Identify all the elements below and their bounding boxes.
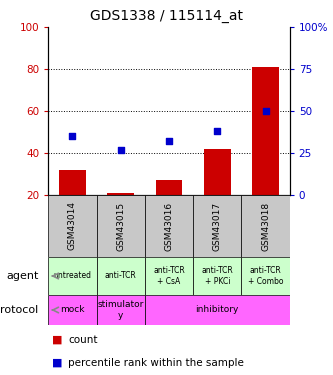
Text: mock: mock bbox=[60, 306, 85, 315]
Point bbox=[118, 147, 123, 153]
Bar bbox=[241, 195, 290, 257]
Bar bbox=[108, 193, 134, 195]
Text: ■: ■ bbox=[52, 335, 62, 345]
Bar bbox=[145, 295, 290, 325]
Bar bbox=[48, 195, 97, 257]
Text: stimulator
y: stimulator y bbox=[98, 300, 144, 320]
Bar bbox=[193, 257, 241, 295]
Text: GSM43017: GSM43017 bbox=[213, 201, 222, 250]
Point bbox=[214, 128, 220, 134]
Text: GSM43016: GSM43016 bbox=[165, 201, 173, 250]
Bar bbox=[193, 195, 241, 257]
Text: anti-TCR
+ CsA: anti-TCR + CsA bbox=[153, 266, 185, 286]
Bar bbox=[48, 257, 97, 295]
Text: GSM43018: GSM43018 bbox=[261, 201, 270, 250]
Bar bbox=[156, 180, 182, 195]
Bar bbox=[241, 257, 290, 295]
Text: inhibitory: inhibitory bbox=[195, 306, 239, 315]
Point bbox=[70, 133, 75, 139]
Bar bbox=[252, 67, 279, 195]
Text: GSM43014: GSM43014 bbox=[68, 201, 77, 250]
Bar bbox=[48, 295, 97, 325]
Text: ■: ■ bbox=[52, 357, 62, 368]
Bar bbox=[97, 295, 145, 325]
Bar bbox=[59, 170, 86, 195]
Bar bbox=[145, 195, 193, 257]
Text: anti-TCR
+ PKCi: anti-TCR + PKCi bbox=[201, 266, 233, 286]
Text: GDS1338 / 115114_at: GDS1338 / 115114_at bbox=[90, 9, 243, 23]
Text: anti-TCR: anti-TCR bbox=[105, 272, 137, 280]
Text: count: count bbox=[68, 335, 98, 345]
Bar bbox=[204, 149, 230, 195]
Text: agent: agent bbox=[6, 271, 38, 281]
Text: anti-TCR
+ Combo: anti-TCR + Combo bbox=[248, 266, 283, 286]
Point bbox=[263, 108, 268, 114]
Text: GSM43015: GSM43015 bbox=[116, 201, 125, 250]
Bar bbox=[145, 257, 193, 295]
Bar bbox=[97, 195, 145, 257]
Text: protocol: protocol bbox=[0, 305, 38, 315]
Text: untreated: untreated bbox=[53, 272, 92, 280]
Text: percentile rank within the sample: percentile rank within the sample bbox=[68, 357, 244, 368]
Point bbox=[166, 138, 172, 144]
Bar bbox=[97, 257, 145, 295]
